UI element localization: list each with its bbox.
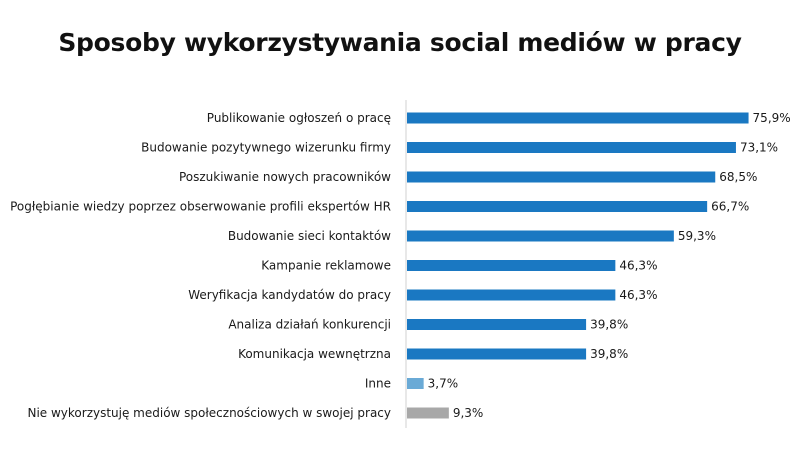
value-label: 3,7% — [428, 377, 459, 391]
chart-body: Publikowanie ogłoszeń o pracę 75,9% Budowa… — [10, 100, 791, 428]
bar — [407, 348, 587, 360]
bar — [407, 319, 587, 330]
value-label: 68,5% — [719, 170, 757, 184]
category-label: Inne — [365, 377, 391, 391]
value-label: 75,9% — [753, 111, 791, 125]
bar — [407, 289, 616, 301]
bar — [407, 230, 674, 242]
value-label: 9,3% — [453, 406, 484, 420]
category-label: Budowanie pozytywnego wizerunku firmy — [141, 141, 391, 155]
chart-title: Sposoby wykorzystywania social mediów w … — [58, 28, 742, 57]
value-label: 59,3% — [678, 229, 716, 243]
category-label: Kampanie reklamowe — [261, 259, 391, 273]
bar — [407, 407, 449, 419]
value-label: 66,7% — [711, 200, 749, 214]
category-label: Budowanie sieci kontaktów — [228, 229, 391, 243]
category-label: Komunikacja wewnętrzna — [238, 347, 391, 361]
bar — [407, 201, 708, 212]
value-label: 39,8% — [590, 347, 628, 361]
value-label: 46,3% — [619, 288, 657, 302]
category-label: Publikowanie ogłoszeń o pracę — [207, 111, 391, 125]
bar — [407, 142, 736, 153]
category-label: Weryfikacja kandydatów do pracy — [188, 288, 391, 302]
value-label: 46,3% — [619, 259, 657, 273]
category-label: Poszukiwanie nowych pracowników — [179, 170, 391, 184]
category-label: Nie wykorzystuję mediów społecznościowyc… — [27, 406, 391, 420]
value-label: 73,1% — [740, 141, 778, 155]
bar — [407, 260, 616, 271]
bar — [407, 378, 424, 389]
bar — [407, 171, 716, 183]
bar — [407, 112, 749, 124]
category-label: Pogłębianie wiedzy poprzez obserwowanie … — [10, 200, 391, 214]
category-label: Analiza działań konkurencji — [228, 318, 391, 332]
value-label: 39,8% — [590, 318, 628, 332]
